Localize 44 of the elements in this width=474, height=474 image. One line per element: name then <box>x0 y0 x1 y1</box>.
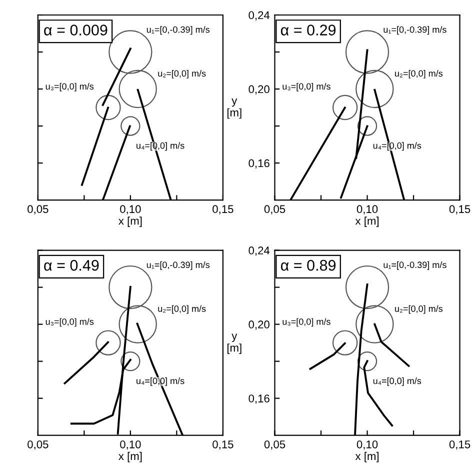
y-tick-label: 0,16 <box>248 159 270 168</box>
x-tick-label: 0,05 <box>28 205 48 214</box>
annotation: u₄=[0,0] m/s <box>373 142 422 151</box>
x-axis-title: x [m] <box>118 452 142 462</box>
chart-title: α = 0.89 <box>280 260 336 271</box>
y-tick-label: 0,20 <box>248 320 270 330</box>
annotation: u₃=[0,0] m/s <box>282 318 330 327</box>
y-tick-label: 0,16 <box>248 394 270 404</box>
x-tick-label: 0,10 <box>356 205 378 214</box>
annotation: u₁=[0,-0.39] m/s <box>384 26 446 35</box>
x-tick-label: 0,05 <box>28 440 48 450</box>
annotation: u₄=[0,0] m/s <box>373 377 422 386</box>
chart-title: α = 0.49 <box>44 260 99 271</box>
x-tick-label: 0,05 <box>264 205 286 214</box>
annotation: u₃=[0,0] m/s <box>46 82 94 92</box>
x-tick-label: 0,10 <box>120 440 141 450</box>
x-tick-label: 0,15 <box>449 440 470 450</box>
x-tick-label: 0,05 <box>264 440 286 450</box>
x-tick-label: 0,10 <box>356 440 378 450</box>
annotation: u₁=[0,-0.39] m/s <box>146 261 210 270</box>
y-tick-label: 0,24 <box>248 11 270 20</box>
chart-title: α = 0.29 <box>280 24 336 36</box>
x-tick-label: 0,15 <box>212 440 234 450</box>
annotation: u₂=[0,0] m/s <box>158 70 206 78</box>
annotation: u₄=[0,0] m/s <box>136 377 184 386</box>
annotation: u₂=[0,0] m/s <box>395 70 443 78</box>
x-axis-title: x [m] <box>355 452 379 462</box>
chart-title: α = 0.009 <box>44 24 108 36</box>
y-axis-title: y [m] <box>227 334 242 354</box>
y-tick-label: 0,20 <box>248 85 270 94</box>
x-axis-title: x [m] <box>355 216 379 227</box>
annotation: u₄=[0,0] m/s <box>136 142 184 151</box>
y-axis-title: y [m] <box>227 98 242 119</box>
annotation: u₁=[0,-0.39] m/s <box>146 26 210 35</box>
annotation: u₂=[0,0] m/s <box>395 305 443 314</box>
annotation: u₃=[0,0] m/s <box>282 82 330 92</box>
x-tick-label: 0,15 <box>449 205 470 214</box>
x-tick-label: 0,10 <box>120 205 141 214</box>
annotation: u₃=[0,0] m/s <box>46 318 94 327</box>
annotation: u₂=[0,0] m/s <box>158 305 206 314</box>
y-tick-label: 0,24 <box>248 246 270 256</box>
annotation: u₁=[0,-0.39] m/s <box>384 261 446 270</box>
x-axis-title: x [m] <box>118 216 142 227</box>
x-tick-label: 0,15 <box>212 205 234 214</box>
